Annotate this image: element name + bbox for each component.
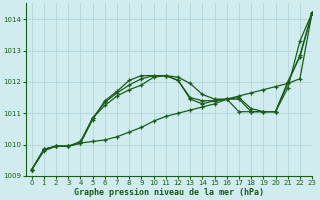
- X-axis label: Graphe pression niveau de la mer (hPa): Graphe pression niveau de la mer (hPa): [74, 188, 264, 197]
